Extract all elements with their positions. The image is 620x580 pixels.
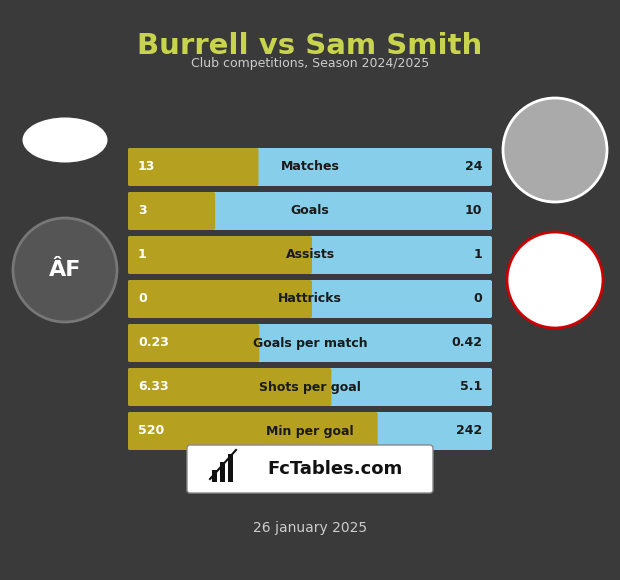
Circle shape bbox=[507, 232, 603, 328]
Bar bbox=[212, 470, 217, 482]
Ellipse shape bbox=[22, 118, 107, 162]
Text: 520: 520 bbox=[138, 425, 164, 437]
Circle shape bbox=[503, 98, 607, 202]
Text: 0: 0 bbox=[473, 292, 482, 306]
FancyBboxPatch shape bbox=[128, 236, 312, 274]
Text: Goals: Goals bbox=[291, 205, 329, 218]
FancyBboxPatch shape bbox=[128, 236, 492, 274]
FancyBboxPatch shape bbox=[128, 280, 492, 318]
Text: Burrell vs Sam Smith: Burrell vs Sam Smith bbox=[138, 32, 482, 60]
FancyBboxPatch shape bbox=[128, 324, 259, 362]
FancyBboxPatch shape bbox=[128, 192, 215, 230]
Text: 1: 1 bbox=[473, 248, 482, 262]
Text: 6.33: 6.33 bbox=[138, 380, 169, 393]
Circle shape bbox=[13, 218, 117, 322]
Text: Club competitions, Season 2024/2025: Club competitions, Season 2024/2025 bbox=[191, 57, 429, 70]
Text: Hattricks: Hattricks bbox=[278, 292, 342, 306]
Bar bbox=[228, 454, 233, 482]
Text: 1: 1 bbox=[138, 248, 147, 262]
Text: 0.42: 0.42 bbox=[451, 336, 482, 350]
FancyBboxPatch shape bbox=[128, 192, 492, 230]
FancyBboxPatch shape bbox=[128, 368, 492, 406]
Text: Min per goal: Min per goal bbox=[266, 425, 354, 437]
FancyBboxPatch shape bbox=[128, 148, 259, 186]
Text: 24: 24 bbox=[464, 161, 482, 173]
FancyBboxPatch shape bbox=[128, 412, 378, 450]
FancyBboxPatch shape bbox=[128, 324, 492, 362]
Text: 26 january 2025: 26 january 2025 bbox=[253, 521, 367, 535]
Text: Matches: Matches bbox=[281, 161, 339, 173]
Text: ÂF: ÂF bbox=[49, 260, 81, 280]
Bar bbox=[220, 462, 225, 482]
Text: 13: 13 bbox=[138, 161, 156, 173]
Text: 5.1: 5.1 bbox=[460, 380, 482, 393]
FancyBboxPatch shape bbox=[128, 412, 492, 450]
Text: Assists: Assists bbox=[285, 248, 335, 262]
Text: 3: 3 bbox=[138, 205, 146, 218]
FancyBboxPatch shape bbox=[128, 148, 492, 186]
FancyBboxPatch shape bbox=[187, 445, 433, 493]
Text: 10: 10 bbox=[464, 205, 482, 218]
Text: Goals per match: Goals per match bbox=[253, 336, 367, 350]
FancyBboxPatch shape bbox=[128, 280, 312, 318]
Text: Shots per goal: Shots per goal bbox=[259, 380, 361, 393]
Text: FcTables.com: FcTables.com bbox=[267, 460, 402, 478]
FancyBboxPatch shape bbox=[128, 368, 331, 406]
Text: 0.23: 0.23 bbox=[138, 336, 169, 350]
Text: 242: 242 bbox=[456, 425, 482, 437]
Text: 0: 0 bbox=[138, 292, 147, 306]
